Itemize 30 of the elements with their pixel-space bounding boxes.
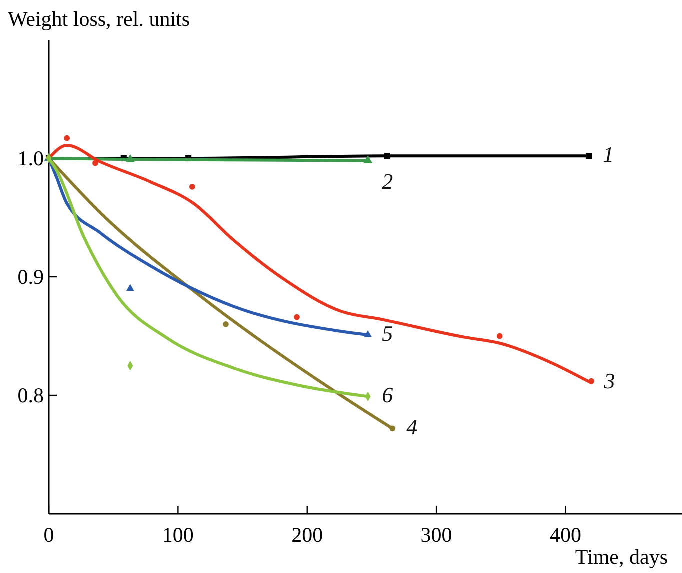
series-label: 1 <box>602 142 614 168</box>
point <box>364 330 372 338</box>
point <box>384 153 390 160</box>
x-tick-label: 0 <box>44 523 54 547</box>
point <box>223 321 229 328</box>
series-label: 2 <box>382 168 394 194</box>
x-axis-title: Time, days <box>575 545 668 569</box>
point <box>588 378 595 384</box>
series-label: 5 <box>382 321 394 346</box>
point <box>126 154 135 162</box>
y-tick-label: 0.8 <box>18 384 44 408</box>
point <box>126 284 134 292</box>
x-tick-label: 100 <box>162 523 194 547</box>
point <box>64 135 70 142</box>
point <box>363 156 373 164</box>
series-label: 6 <box>382 382 394 408</box>
x-tick-label: 400 <box>550 523 582 547</box>
y-axis-title: Weight loss, rel. units <box>8 7 190 31</box>
series-label: 4 <box>406 414 418 440</box>
y-tick-label: 0.9 <box>18 265 44 289</box>
point <box>189 184 196 190</box>
y-tick-label: 1.0 <box>18 146 44 170</box>
point <box>586 153 592 160</box>
point <box>390 426 396 432</box>
x-tick-label: 200 <box>292 523 324 547</box>
x-tick-label: 300 <box>420 523 452 547</box>
point <box>294 314 300 320</box>
point <box>92 160 98 166</box>
series-label: 3 <box>603 368 616 394</box>
point <box>496 333 503 340</box>
